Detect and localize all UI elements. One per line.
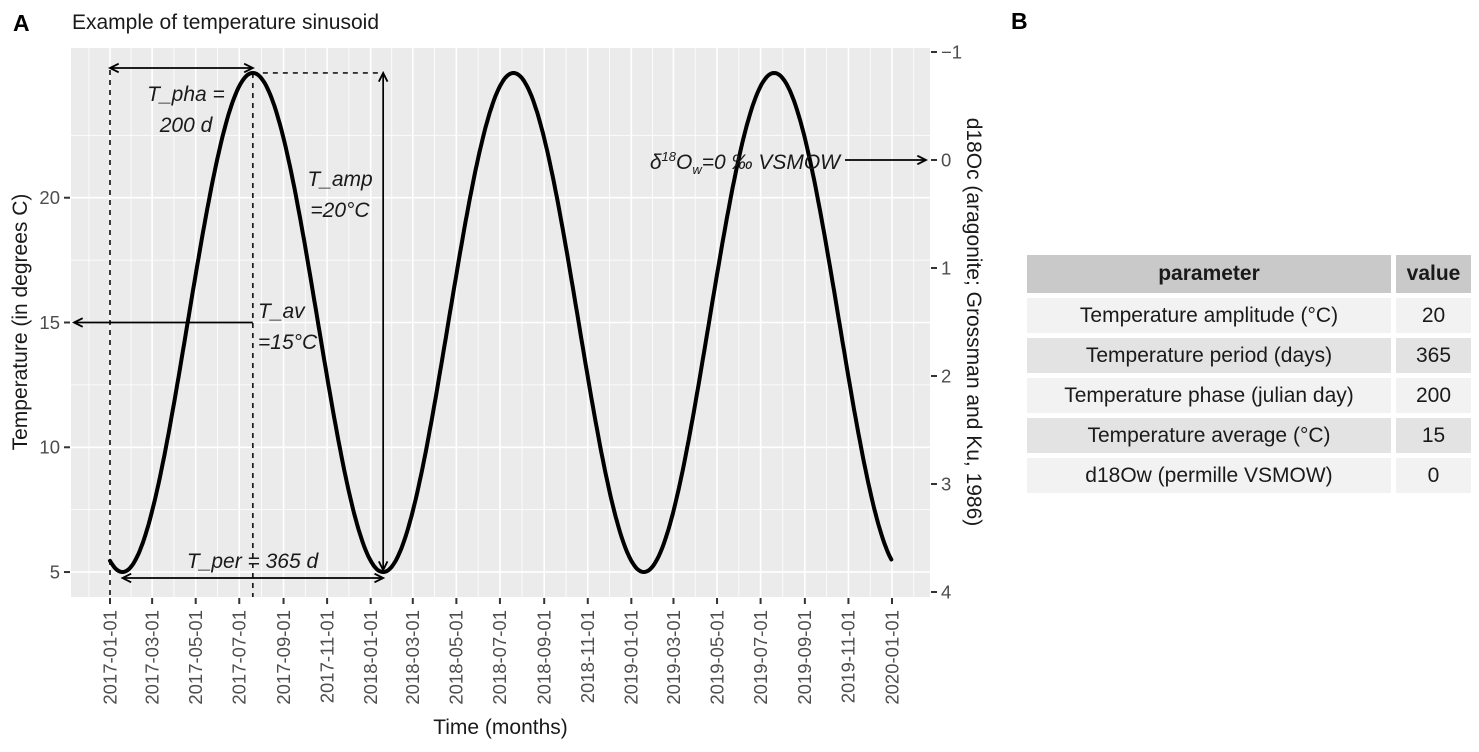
table-header-value: value — [1396, 255, 1471, 293]
table-cell-parameter: Temperature average (°C) — [1027, 418, 1391, 453]
x-tick-label: 2018-03-01 — [402, 610, 423, 705]
x-tick-label: 2019-03-01 — [663, 610, 684, 705]
table-cell-value: 20 — [1396, 298, 1471, 333]
x-tick-label: 2019-11-01 — [838, 610, 859, 703]
x-tick-label: 2020-01-01 — [881, 610, 902, 705]
annotation-t-amp-line1: T_amp — [307, 168, 373, 191]
y-left-tick-label: 20 — [39, 187, 60, 208]
x-tick-label: 2019-01-01 — [621, 610, 642, 705]
panel-a-label: A — [13, 10, 30, 36]
annotation-t-per: T_per = 365 d — [186, 550, 319, 573]
annotation-t-av-line2: =15°C — [258, 331, 318, 354]
table-cell-parameter: d18Ow (permille VSMOW) — [1027, 458, 1391, 493]
table-row: Temperature amplitude (°C) 20 — [1027, 298, 1471, 333]
y-left-tick-label: 5 — [50, 561, 60, 582]
x-tick-label: 2019-09-01 — [794, 610, 815, 705]
annotation-dashed-lines — [109, 70, 384, 597]
x-tick-label: 2019-05-01 — [706, 610, 727, 705]
y-left-tick-label: 10 — [39, 437, 60, 458]
y-right-tick-label: 4 — [941, 581, 951, 602]
x-tick-label: 2018-11-01 — [577, 610, 598, 703]
y-right-tick-label: 0 — [941, 149, 951, 170]
panel-b-label: B — [1011, 8, 1028, 34]
parameter-table: parameter value Temperature amplitude (°C)… — [1027, 255, 1471, 498]
table-header-row: parameter value — [1027, 255, 1471, 293]
table-cell-value: 200 — [1396, 378, 1471, 413]
table-cell-parameter: Temperature period (days) — [1027, 338, 1391, 373]
y-right-tick-label: 3 — [941, 473, 951, 494]
table-cell-value: 0 — [1396, 458, 1471, 493]
x-tick-label: 2017-07-01 — [229, 610, 250, 705]
table-row: d18Ow (permille VSMOW) 0 — [1027, 458, 1471, 493]
x-tick-label: 2018-01-01 — [360, 610, 381, 705]
x-tick-label: 2017-05-01 — [185, 610, 206, 705]
table-cell-value: 365 — [1396, 338, 1471, 373]
x-tick-label: 2018-05-01 — [446, 610, 467, 705]
axis-tick-marks — [64, 51, 937, 604]
table-header-parameter: parameter — [1027, 255, 1391, 293]
x-axis-title: Time (months) — [433, 716, 568, 739]
annotation-t-av: T_av =15°C — [258, 296, 317, 358]
table-cell-parameter: Temperature amplitude (°C) — [1027, 298, 1391, 333]
annotation-t-amp-line2: =20°C — [310, 199, 370, 222]
annotation-t-pha-line2: 200 d — [159, 114, 213, 137]
annotation-t-amp: T_amp =20°C — [294, 164, 386, 226]
y-right-tick-label: 1 — [941, 257, 951, 278]
y-right-axis-title: d18Oc (aragonite; Grossman and Ku, 1986) — [962, 117, 985, 527]
axis-tick-labels: 2017-01-01 2017-03-01 2017-05-01 2017-07-01… — [39, 41, 962, 704]
annotation-t-pha: T_pha = 200 d — [110, 79, 262, 141]
y-left-axis-title: Temperature (in degrees C) — [9, 193, 32, 451]
y-right-tick-label: −1 — [941, 41, 962, 62]
table-cell-value: 15 — [1396, 418, 1471, 453]
table-row: Temperature phase (julian day) 200 — [1027, 378, 1471, 413]
annotation-t-av-line1: T_av — [258, 300, 305, 323]
annotation-arrows — [71, 62, 929, 584]
x-tick-label: 2017-09-01 — [273, 610, 294, 705]
x-tick-label: 2018-09-01 — [533, 610, 554, 705]
x-tick-label: 2017-01-01 — [99, 610, 120, 705]
x-tick-label: 2019-07-01 — [750, 610, 771, 705]
annotation-t-pha-line1: T_pha = — [147, 83, 225, 106]
x-tick-label: 2017-11-01 — [316, 610, 337, 703]
table-row: Temperature average (°C) 15 — [1027, 418, 1471, 453]
table-cell-parameter: Temperature phase (julian day) — [1027, 378, 1391, 413]
temperature-curve — [108, 71, 894, 574]
temperature-sinusoid-line — [108, 71, 894, 574]
x-tick-label: 2018-07-01 — [489, 610, 510, 705]
x-tick-label: 2017-03-01 — [141, 610, 162, 705]
y-left-tick-label: 15 — [39, 312, 60, 333]
figure-title: Example of temperature sinusoid — [72, 11, 379, 34]
annotation-d18ow: δ18Ow=0 ‰ VSMOW — [649, 149, 840, 178]
table-row: Temperature period (days) 365 — [1027, 338, 1471, 373]
y-right-tick-label: 2 — [941, 365, 951, 386]
